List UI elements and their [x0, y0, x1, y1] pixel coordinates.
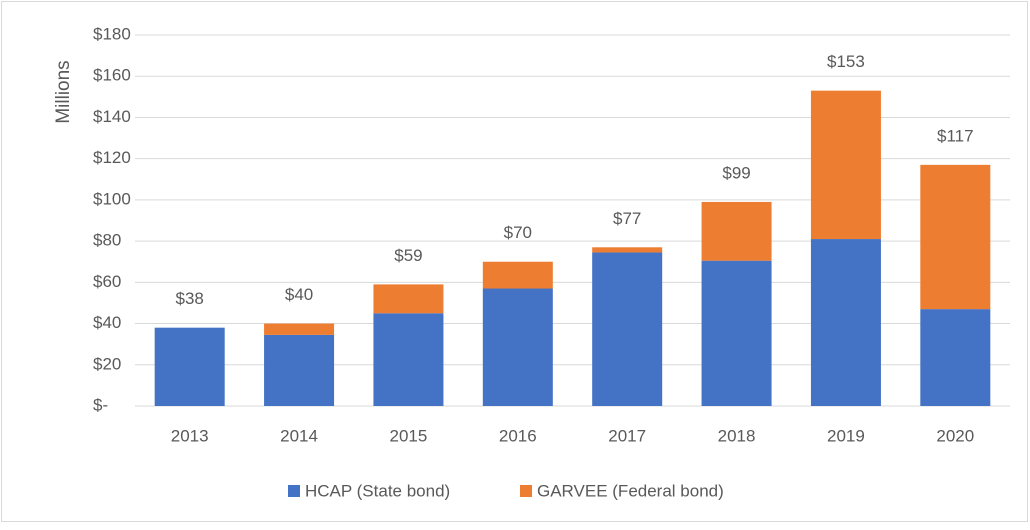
x-tick-label: 2018: [718, 426, 756, 445]
x-tick-label: 2016: [499, 426, 537, 445]
bar-segment: [264, 334, 335, 406]
bar-segment: [482, 261, 553, 289]
y-axis-title: Millions: [53, 60, 74, 123]
bar-segment: [920, 309, 991, 406]
total-label: $99: [722, 163, 750, 182]
y-tick-label: $180: [93, 24, 131, 43]
y-tick-label: $-: [93, 395, 108, 414]
legend-swatch: [520, 485, 532, 497]
total-label: $59: [394, 246, 422, 265]
x-tick-label: 2013: [171, 426, 209, 445]
y-tick-label: $60: [93, 272, 121, 291]
total-label: $117: [937, 126, 974, 145]
bar-segment: [264, 323, 335, 335]
y-tick-label: $20: [93, 354, 121, 373]
y-tick-label: $160: [93, 66, 131, 85]
bar-segment: [920, 164, 991, 310]
total-label: $70: [504, 223, 532, 242]
x-tick-label: 2017: [608, 426, 646, 445]
bar-segment: [373, 313, 444, 406]
legend-swatch: [288, 485, 300, 497]
total-label: $40: [285, 285, 313, 304]
y-tick-label: $140: [93, 107, 131, 126]
bar-segment: [482, 288, 553, 406]
bar-segment: [154, 327, 225, 406]
y-tick-label: $100: [93, 189, 131, 208]
bar-segment: [701, 201, 772, 261]
bar-segment: [373, 284, 444, 314]
y-tick-label: $120: [93, 148, 131, 167]
bar-segment: [701, 260, 772, 406]
bar-segment: [810, 90, 881, 240]
y-tick-label: $80: [93, 231, 121, 250]
total-label: $153: [827, 52, 865, 71]
bar-segment: [592, 247, 663, 253]
y-tick-label: $40: [93, 313, 121, 332]
total-label: $77: [613, 209, 641, 228]
x-tick-label: 2020: [936, 426, 974, 445]
x-tick-label: 2015: [390, 426, 428, 445]
x-tick-label: 2014: [280, 426, 318, 445]
x-tick-label: 2019: [827, 426, 865, 445]
bar-segment: [592, 252, 663, 406]
total-label: $38: [176, 289, 204, 308]
bar-segment: [810, 239, 881, 406]
legend-label: HCAP (State bond): [305, 481, 450, 500]
legend-label: GARVEE (Federal bond): [537, 481, 724, 500]
